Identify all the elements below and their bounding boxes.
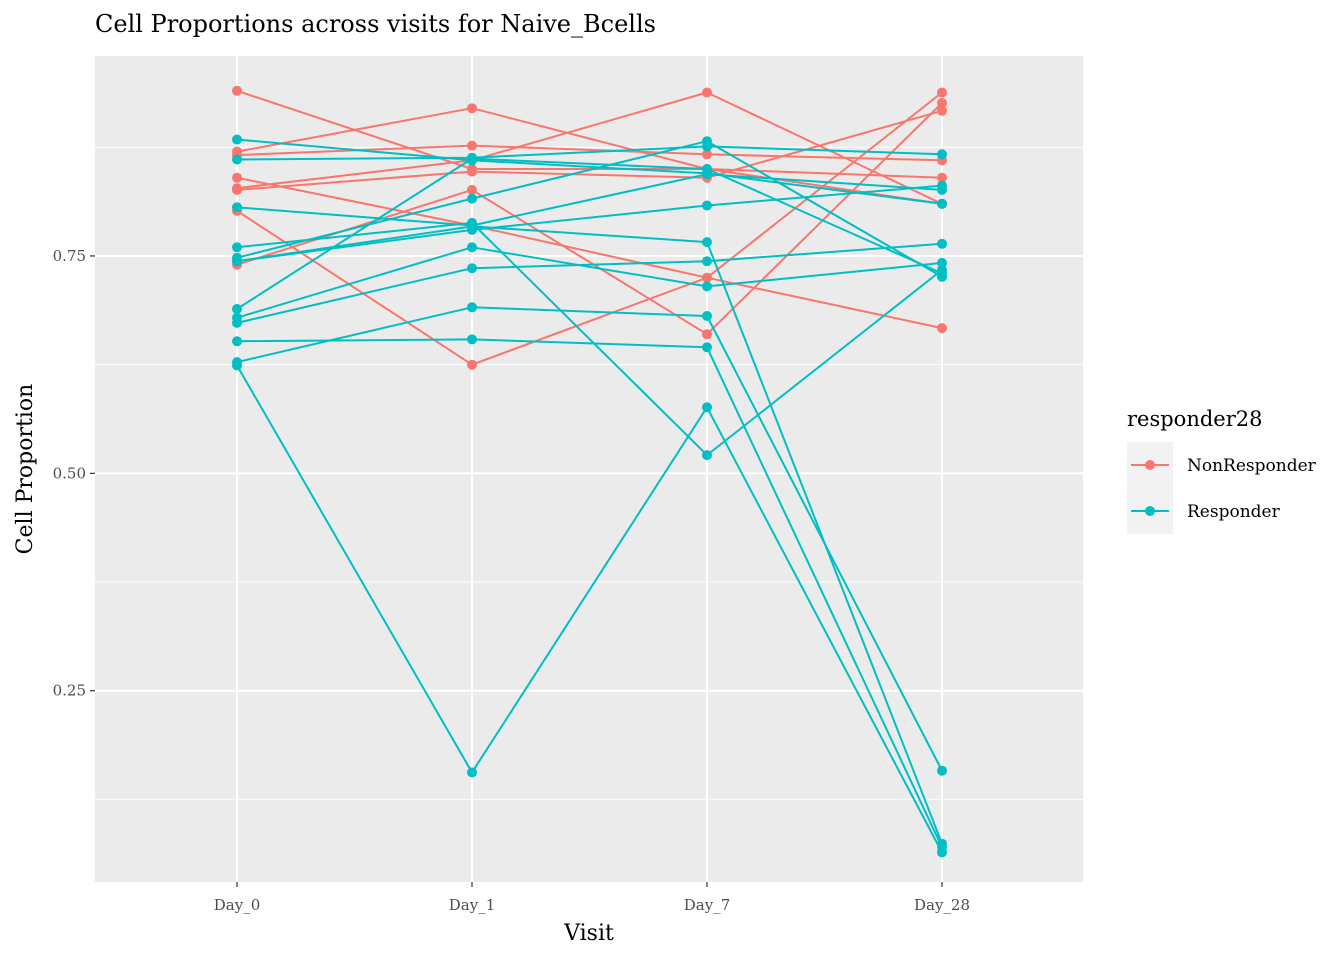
data-point-nonresponder xyxy=(232,85,242,96)
legend-title: responder28 xyxy=(1127,407,1263,431)
series-line-responder-12 xyxy=(236,140,943,278)
data-point-responder xyxy=(467,242,477,253)
x-tick-label: Day_1 xyxy=(449,896,496,914)
data-point-responder xyxy=(702,200,712,211)
y-axis-title: Cell Proportion xyxy=(13,384,38,555)
series-line-responder-11 xyxy=(236,173,943,227)
legend: responder28 NonResponder Responder xyxy=(1127,407,1317,534)
data-point-responder xyxy=(232,317,242,328)
series-line-nonresponder-5 xyxy=(236,109,943,191)
data-point-responder xyxy=(702,256,712,267)
series-line-responder-21 xyxy=(236,221,943,457)
data-point-responder xyxy=(937,257,947,268)
data-point-responder xyxy=(702,136,712,147)
data-point-nonresponder xyxy=(702,329,712,340)
data-point-responder xyxy=(232,202,242,213)
data-point-responder xyxy=(232,134,242,145)
data-point-responder xyxy=(467,153,477,164)
series-line-responder-19 xyxy=(236,364,943,853)
data-point-responder xyxy=(702,450,712,461)
data-point-nonresponder xyxy=(467,103,477,114)
series-line-responder-17 xyxy=(236,338,943,848)
data-point-responder xyxy=(702,281,712,292)
series-line-responder-15 xyxy=(236,246,943,319)
data-point-responder xyxy=(232,336,242,347)
y-tick-label: 0.75 xyxy=(53,247,86,265)
x-tick-label: Day_7 xyxy=(684,896,731,914)
legend-key-point-nonresponder xyxy=(1145,460,1155,470)
series-line-responder-13 xyxy=(236,184,943,263)
data-point-responder xyxy=(232,256,242,267)
series-line-responder-9 xyxy=(236,138,943,205)
data-point-responder xyxy=(467,193,477,204)
data-point-nonresponder xyxy=(467,140,477,151)
series-line-responder-10 xyxy=(236,145,943,161)
data-point-responder xyxy=(937,149,947,160)
data-point-responder xyxy=(702,164,712,174)
data-point-responder xyxy=(232,304,242,314)
data-point-responder xyxy=(467,217,477,228)
data-point-responder xyxy=(232,154,242,165)
legend-label-responder: Responder xyxy=(1187,502,1281,522)
series-line-nonresponder-7 xyxy=(236,91,943,366)
data-point-responder xyxy=(937,198,947,209)
data-point-nonresponder xyxy=(467,166,477,177)
data-point-responder xyxy=(937,180,947,191)
data-point-responder xyxy=(232,360,242,371)
data-point-nonresponder xyxy=(937,172,947,183)
data-point-responder xyxy=(467,302,477,313)
data-point-nonresponder xyxy=(937,98,947,108)
data-point-responder xyxy=(702,402,712,413)
series-points xyxy=(232,85,947,858)
data-point-nonresponder xyxy=(232,183,242,194)
series-line-nonresponder-4 xyxy=(236,176,943,330)
data-point-responder xyxy=(467,767,477,778)
data-point-responder xyxy=(937,847,947,858)
chart-title: Cell Proportions across visits for Naive… xyxy=(95,10,656,38)
data-point-responder xyxy=(232,242,242,253)
series-line-nonresponder-2 xyxy=(236,107,943,205)
series-line-responder-20 xyxy=(236,225,943,845)
data-point-responder xyxy=(702,237,712,248)
y-tick-label: 0.25 xyxy=(53,682,86,700)
x-tick-label: Day_28 xyxy=(914,896,970,914)
x-tick-label: Day_0 xyxy=(214,896,261,914)
data-point-responder xyxy=(467,263,477,274)
data-point-nonresponder xyxy=(937,87,947,98)
x-axis: Day_0 Day_1 Day_7 Day_28 xyxy=(214,882,970,914)
data-point-responder xyxy=(937,838,947,849)
x-axis-title: Visit xyxy=(563,921,614,946)
data-point-nonresponder xyxy=(467,184,477,195)
data-point-nonresponder xyxy=(467,359,477,370)
legend-key-point-responder xyxy=(1145,506,1155,516)
data-point-responder xyxy=(937,765,947,776)
data-point-nonresponder xyxy=(702,87,712,98)
data-point-responder xyxy=(702,311,712,321)
data-point-nonresponder xyxy=(702,272,712,283)
series-line-nonresponder-6 xyxy=(236,91,943,205)
series-line-responder-16 xyxy=(236,242,943,324)
legend-label-nonresponder: NonResponder xyxy=(1187,456,1317,476)
y-axis: 0.25 0.50 0.75 xyxy=(53,247,95,700)
data-point-responder xyxy=(702,342,712,353)
legend-key-background xyxy=(1127,442,1173,534)
data-point-responder xyxy=(467,334,477,345)
data-point-nonresponder xyxy=(232,172,242,183)
data-point-responder xyxy=(937,264,947,275)
data-point-nonresponder xyxy=(937,323,947,334)
series-line-responder-14 xyxy=(236,157,943,310)
data-point-responder xyxy=(937,238,947,249)
data-point-nonresponder xyxy=(937,105,947,116)
data-point-nonresponder xyxy=(702,149,712,160)
series-lines xyxy=(236,89,943,853)
y-tick-label: 0.50 xyxy=(53,464,86,482)
